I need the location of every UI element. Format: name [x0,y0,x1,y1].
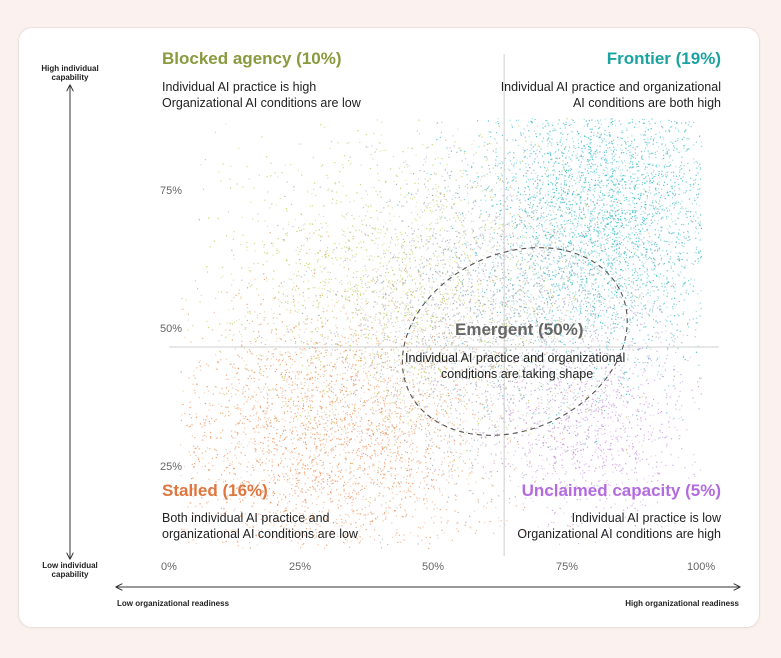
x-tick-50: 50% [422,561,445,573]
scatter-chart [19,54,759,627]
x-tick-75: 75% [556,561,579,573]
stalled-title: Stalled (16%) [162,481,268,500]
frontier-title: Frontier (19%) [606,49,721,68]
x-tick-0: 0% [161,561,177,573]
cluster-frontier [371,118,703,455]
y-axis-high-label: High individual capability [41,64,99,82]
x-tick-100: 100% [687,561,716,573]
frontier-desc-1: Individual AI practice and organizationa… [500,80,721,94]
blocked-agency-desc-2: Organizational AI conditions are low [162,96,361,110]
stalled-desc-1: Both individual AI practice and [162,511,330,525]
y-tick-25: 25% [160,461,183,473]
cluster-stalled [179,219,638,550]
x-axis-high-label: High organizational readiness [625,599,739,608]
emergent-desc-1: Individual AI practice and organizationa… [405,351,626,365]
blocked-agency-desc-1: Individual AI practice is high [162,80,317,94]
cluster-blocked [182,118,660,533]
frontier-desc-2: AI conditions are both high [572,96,721,110]
emergent-ellipse [401,247,628,436]
y-tick-50: 50% [160,323,183,335]
unclaimed-capacity-desc-2: Organizational AI conditions are high [517,527,721,541]
blocked-agency-title: Blocked agency (10%) [162,49,342,68]
x-axis-low-label: Low organizational readiness [117,599,230,608]
unclaimed-capacity-title: Unclaimed capacity (5%) [521,481,721,500]
stalled-desc-2: organizational AI conditions are low [162,527,358,541]
x-tick-25: 25% [289,561,312,573]
cluster-unclaimed [433,235,702,545]
y-axis-low-label: Low individual capability [42,561,98,579]
chart-card: High individual capability Low individua… [18,27,760,628]
emergent-title: Emergent (50%) [455,320,584,339]
emergent-desc-2: conditions are taking shape [441,367,594,381]
unclaimed-capacity-desc-1: Individual AI practice is low [571,511,721,525]
scatter-points [179,118,703,550]
y-tick-75: 75% [160,185,183,197]
